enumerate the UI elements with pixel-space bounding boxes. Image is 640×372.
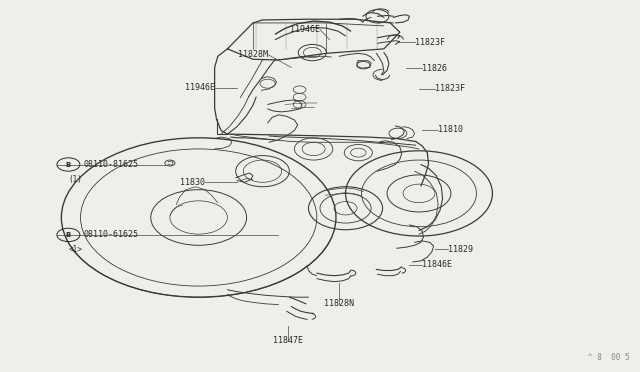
Text: (1): (1) <box>68 175 83 184</box>
Text: 11810: 11810 <box>438 125 463 134</box>
Text: 11847E: 11847E <box>273 336 303 346</box>
Text: 08110-61625: 08110-61625 <box>83 230 138 240</box>
Text: 11829: 11829 <box>448 244 473 253</box>
Text: 11946E: 11946E <box>290 25 320 34</box>
Text: 11830: 11830 <box>180 178 205 187</box>
Text: <1>: <1> <box>68 245 83 254</box>
Text: 08110-81625: 08110-81625 <box>83 160 138 169</box>
Text: 11826: 11826 <box>422 64 447 73</box>
Text: B: B <box>66 161 71 167</box>
Text: 11946E: 11946E <box>184 83 214 92</box>
Text: B: B <box>66 232 71 238</box>
Text: ^ 8  00 5: ^ 8 00 5 <box>588 353 630 362</box>
Text: 11823F: 11823F <box>435 84 465 93</box>
Text: 11828N: 11828N <box>324 299 354 308</box>
Text: 11846E: 11846E <box>422 260 452 269</box>
Text: 11823F: 11823F <box>415 38 445 47</box>
Text: 11828M: 11828M <box>237 50 268 59</box>
